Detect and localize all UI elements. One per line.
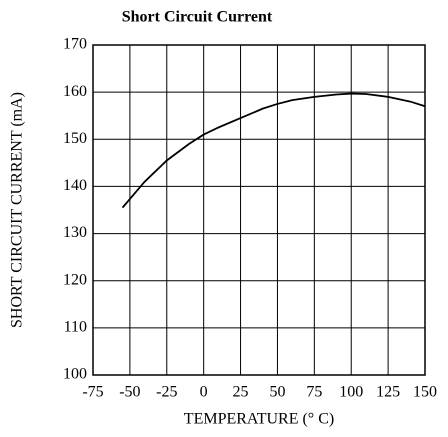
- x-tick-label: -75: [82, 384, 103, 401]
- chart-title: Short Circuit Current: [122, 9, 273, 26]
- y-tick-label: 140: [63, 177, 87, 194]
- y-tick-label: 150: [63, 130, 87, 147]
- x-tick-label: -50: [119, 384, 140, 401]
- x-tick-label: 50: [269, 384, 285, 401]
- y-tick-label: 160: [63, 83, 87, 100]
- x-tick-label: 125: [376, 384, 400, 401]
- x-tick-label: 25: [233, 384, 249, 401]
- y-axis-label: SHORT CIRCUIT CURRENT (mA): [9, 92, 26, 328]
- data-line: [121, 92, 426, 209]
- y-tick-label: 100: [63, 366, 87, 383]
- x-tick-label: 0: [200, 384, 208, 401]
- x-tick-label: 100: [339, 384, 363, 401]
- y-tick-label: 130: [63, 224, 87, 241]
- y-tick-label: 170: [63, 36, 87, 53]
- plot-frame: [92, 44, 426, 376]
- x-axis-label: TEMPERATURE (° C): [184, 411, 334, 428]
- x-tick-label: 75: [306, 384, 322, 401]
- y-tick-label: 120: [63, 271, 87, 288]
- x-tick-label: -25: [156, 384, 177, 401]
- y-tick-label: 110: [64, 319, 87, 336]
- x-tick-label: 150: [413, 384, 437, 401]
